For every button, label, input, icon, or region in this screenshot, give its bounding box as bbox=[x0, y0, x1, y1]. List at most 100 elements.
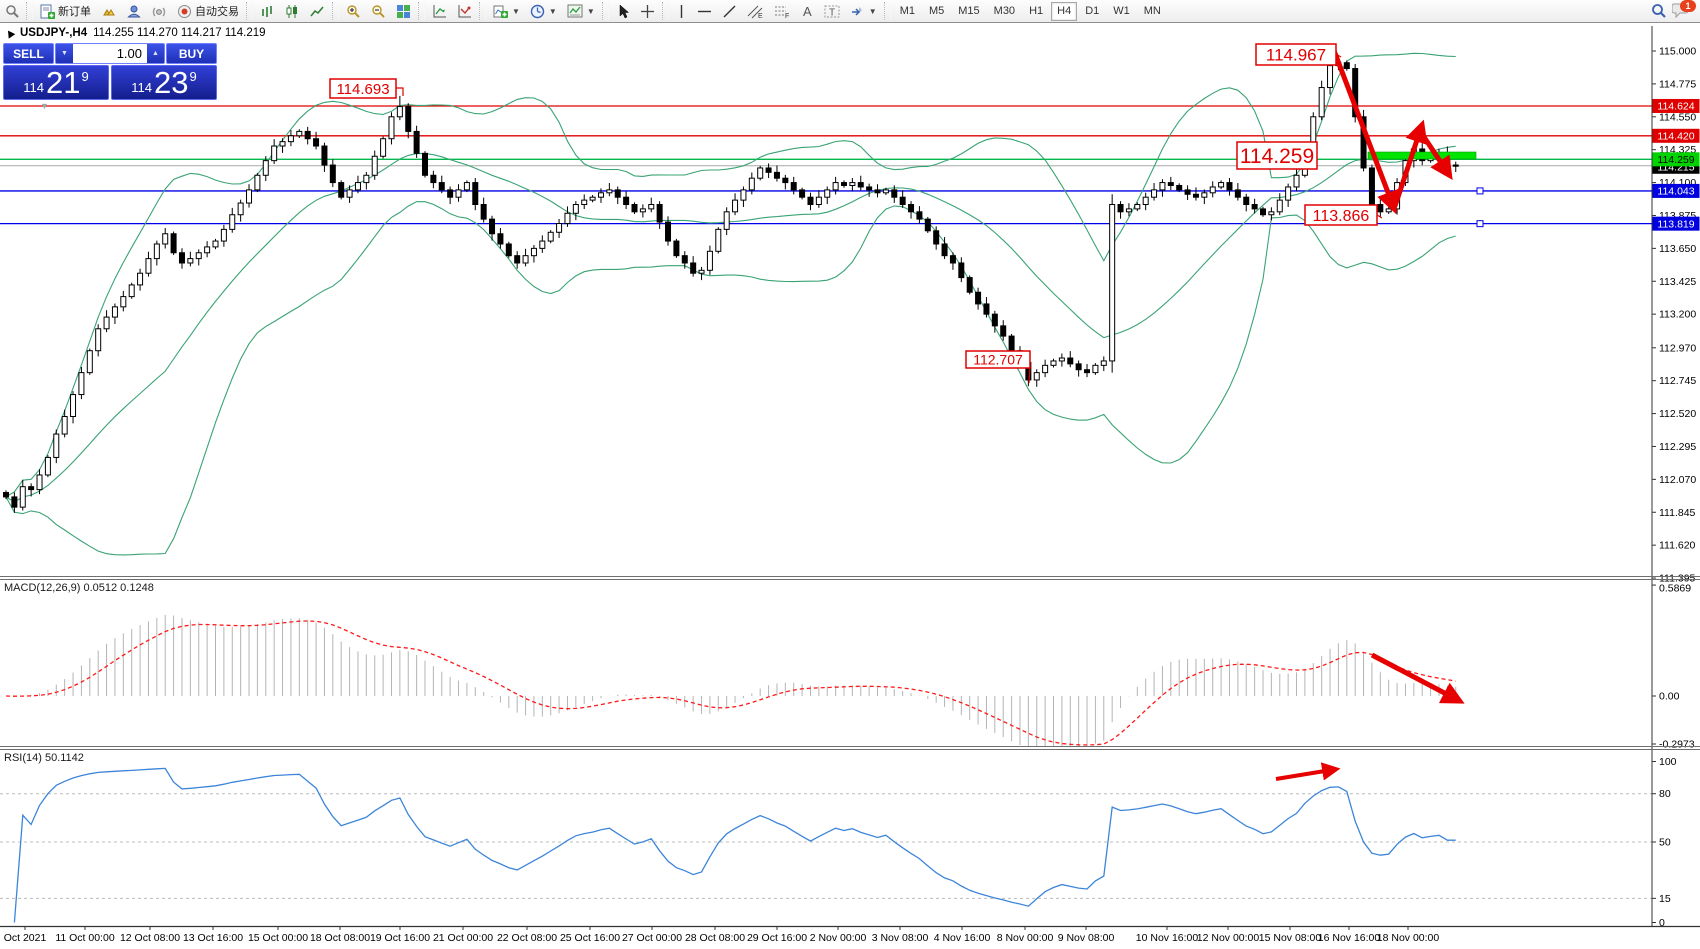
buy-price[interactable]: 114 23 9 bbox=[111, 65, 217, 100]
svg-text:15: 15 bbox=[1659, 893, 1671, 905]
svg-text:11 Oct 00:00: 11 Oct 00:00 bbox=[55, 932, 115, 944]
volume-up-button[interactable]: ▲ bbox=[147, 44, 164, 63]
sell-button[interactable]: SELL bbox=[3, 43, 54, 64]
period-dropdown[interactable]: ▼ bbox=[525, 1, 562, 21]
buy-pips: 23 bbox=[154, 65, 189, 100]
line-chart-type-icon[interactable] bbox=[305, 1, 330, 21]
svg-text:114.624: 114.624 bbox=[1657, 101, 1694, 113]
zoom-out-icon[interactable] bbox=[366, 1, 391, 21]
svg-text:2 Nov 00:00: 2 Nov 00:00 bbox=[810, 932, 867, 944]
autotrade-label: 自动交易 bbox=[195, 6, 239, 18]
svg-text:113.200: 113.200 bbox=[1659, 309, 1696, 321]
dropdown-caret: ▼ bbox=[868, 6, 877, 16]
chat-unread-badge: 1 bbox=[1680, 0, 1696, 12]
svg-text:114.259: 114.259 bbox=[1240, 145, 1314, 168]
svg-text:18 Oct 08:00: 18 Oct 08:00 bbox=[310, 932, 370, 944]
cursor-icon[interactable] bbox=[611, 1, 635, 21]
indicator-window-icon[interactable] bbox=[427, 1, 452, 21]
svg-text:21 Oct 00:00: 21 Oct 00:00 bbox=[433, 932, 493, 944]
svg-text:50: 50 bbox=[1659, 837, 1671, 849]
search-icon[interactable] bbox=[1646, 1, 1672, 21]
bar-chart-type-icon[interactable] bbox=[255, 1, 280, 21]
new-order-button[interactable]: 新订单 bbox=[35, 1, 96, 21]
crosshair-icon[interactable] bbox=[635, 1, 660, 21]
timeframe-M5[interactable]: M5 bbox=[928, 5, 945, 17]
timeframe-M30[interactable]: M30 bbox=[993, 5, 1016, 17]
new-order-label: 新订单 bbox=[58, 6, 91, 18]
svg-text:18 Nov 00:00: 18 Nov 00:00 bbox=[1377, 932, 1440, 944]
svg-text:112.707: 112.707 bbox=[973, 352, 1023, 368]
buy-button[interactable]: BUY bbox=[166, 43, 217, 64]
indicator-list-icon[interactable] bbox=[452, 1, 477, 21]
svg-text:0: 0 bbox=[1659, 917, 1665, 929]
svg-text:10 Nov 16:00: 10 Nov 16:00 bbox=[1136, 932, 1199, 944]
svg-text:114.043: 114.043 bbox=[1657, 186, 1694, 198]
timeframe-M15[interactable]: M15 bbox=[958, 5, 980, 17]
sell-pips: 21 bbox=[46, 65, 81, 100]
volume-down-button[interactable]: ▼ bbox=[56, 44, 73, 63]
svg-text:0.5869: 0.5869 bbox=[1659, 583, 1691, 595]
volume-control: ▼ 1.00 ▲ bbox=[55, 43, 165, 64]
candlestick-type-icon[interactable] bbox=[280, 1, 305, 21]
tile-windows-icon[interactable] bbox=[391, 1, 416, 21]
svg-text:114.259: 114.259 bbox=[1657, 154, 1694, 166]
signal-icon[interactable] bbox=[147, 1, 172, 21]
svg-text:13 Oct 16:00: 13 Oct 16:00 bbox=[183, 932, 243, 944]
equidistant-channel-icon[interactable]: E bbox=[742, 1, 769, 21]
svg-text:22 Oct 08:00: 22 Oct 08:00 bbox=[497, 932, 557, 944]
text-tool-icon[interactable]: A bbox=[796, 1, 819, 21]
timeframe-MN[interactable]: MN bbox=[1143, 5, 1161, 17]
timeframe-H4[interactable]: H4 bbox=[1051, 1, 1078, 21]
fibonacci-icon[interactable]: F bbox=[769, 1, 796, 21]
svg-text:8 Nov 00:00: 8 Nov 00:00 bbox=[997, 932, 1054, 944]
chat-icon[interactable]: 1 bbox=[1671, 0, 1696, 21]
gold-icon[interactable] bbox=[96, 1, 122, 21]
svg-text:4 Nov 16:00: 4 Nov 16:00 bbox=[934, 932, 991, 944]
chart-symbol-period: USDJPY-,H4 bbox=[20, 27, 88, 39]
svg-text:12 Nov 00:00: 12 Nov 00:00 bbox=[1197, 932, 1260, 944]
svg-text:111.620: 111.620 bbox=[1659, 540, 1696, 552]
svg-text:115.000: 115.000 bbox=[1659, 46, 1696, 58]
sell-price[interactable]: 114 21 9 bbox=[3, 65, 109, 100]
app-icon bbox=[0, 1, 24, 21]
svg-text:9 Nov 08:00: 9 Nov 08:00 bbox=[1058, 932, 1115, 944]
timeframe-W1[interactable]: W1 bbox=[1113, 5, 1130, 17]
new-chart-dropdown[interactable]: ▼ bbox=[488, 1, 525, 21]
trendline-icon[interactable] bbox=[717, 1, 742, 21]
shapes-dropdown[interactable]: ▼ bbox=[845, 1, 882, 21]
vertical-line-icon[interactable] bbox=[671, 1, 692, 21]
svg-text:113.819: 113.819 bbox=[1657, 218, 1694, 230]
svg-text:114.420: 114.420 bbox=[1657, 130, 1694, 142]
autotrade-button[interactable]: 自动交易 bbox=[172, 1, 244, 21]
timeframe-M1[interactable]: M1 bbox=[899, 5, 915, 17]
svg-text:19 Oct 16:00: 19 Oct 16:00 bbox=[370, 932, 430, 944]
svg-text:3 Nov 08:00: 3 Nov 08:00 bbox=[872, 932, 929, 944]
template-dropdown[interactable]: ▼ bbox=[562, 1, 600, 21]
timeframe-H1[interactable]: H1 bbox=[1029, 5, 1044, 17]
zoom-in-icon[interactable] bbox=[341, 1, 366, 21]
svg-text:112.745: 112.745 bbox=[1659, 375, 1696, 387]
svg-text:15 Nov 08:00: 15 Nov 08:00 bbox=[1259, 932, 1322, 944]
dropdown-caret: ▼ bbox=[512, 6, 520, 16]
svg-text:28 Oct 08:00: 28 Oct 08:00 bbox=[685, 932, 745, 944]
chart-title: USDJPY-,H4 114.255 114.270 114.217 114.2… bbox=[4, 27, 266, 39]
chart-ohlc-values: 114.255 114.270 114.217 114.219 bbox=[93, 27, 266, 39]
volume-input[interactable]: 1.00 bbox=[73, 44, 147, 63]
svg-text:112.295: 112.295 bbox=[1659, 441, 1696, 453]
text-label-icon[interactable]: T bbox=[819, 1, 845, 21]
svg-text:Oct 2021: Oct 2021 bbox=[4, 932, 47, 944]
svg-text:A: A bbox=[803, 4, 812, 19]
profile-icon[interactable] bbox=[122, 1, 147, 21]
svg-text:113.650: 113.650 bbox=[1659, 243, 1696, 255]
panel-collapse-chevron[interactable]: ▼ bbox=[40, 101, 49, 111]
main-toolbar: 新订单 自动交易 bbox=[0, 0, 1700, 23]
svg-text:F: F bbox=[785, 13, 789, 19]
svg-text:12 Oct 08:00: 12 Oct 08:00 bbox=[120, 932, 180, 944]
one-click-trading-panel: SELL ▼ 1.00 ▲ BUY 114 21 9 114 23 9 bbox=[3, 43, 217, 100]
timeframe-D1[interactable]: D1 bbox=[1085, 5, 1100, 17]
svg-text:27 Oct 00:00: 27 Oct 00:00 bbox=[622, 932, 682, 944]
horizontal-line-icon[interactable] bbox=[692, 1, 717, 21]
svg-text:112.070: 112.070 bbox=[1659, 474, 1696, 486]
